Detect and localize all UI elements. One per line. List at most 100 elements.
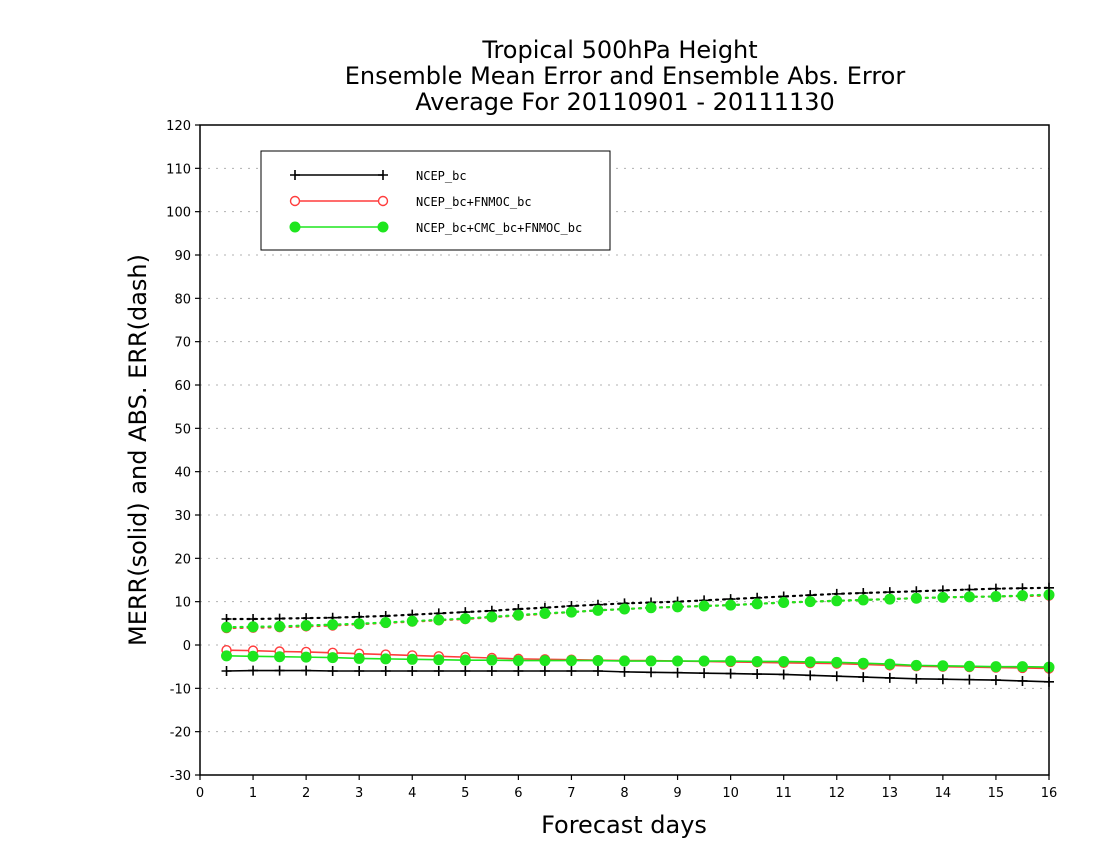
series-0-merr-point-29 — [990, 675, 1001, 686]
series-2-abserr-point-16 — [645, 602, 657, 614]
series-0-abserr-line — [225, 586, 1051, 621]
series-2-merr-point-20 — [751, 655, 763, 667]
series-0-merr-point-16 — [646, 667, 657, 678]
y-tick-label-15: 120 — [166, 119, 191, 134]
y-tick-label-1: -20 — [170, 726, 191, 741]
series-2-abserr-point-6 — [380, 616, 392, 628]
legend-label-1: NCEP_bc+FNMOC_bc — [416, 195, 532, 209]
y-tick-label-8: 50 — [174, 422, 191, 437]
series-2-abserr-point-8 — [433, 614, 445, 626]
series-2-merr-point-18 — [698, 655, 710, 667]
y-tick-label-6: 30 — [174, 509, 191, 524]
title-line-3: Average For 20110901 - 20111130 — [415, 88, 835, 116]
legend-marker-start-2 — [289, 221, 301, 233]
y-tick-label-4: 10 — [174, 596, 191, 611]
series-2-abserr-point-3 — [300, 620, 312, 631]
y-axis: -30 -20 -10 0 10 20 30 40 50 60 70 80 90 100 110 120 — [166, 119, 200, 784]
series-2-merr-point-4 — [327, 652, 339, 664]
y-axis-label: MERR(solid) and ABS. ERR(dash) — [124, 254, 152, 646]
series-2-merr-point-11 — [512, 655, 524, 667]
x-tick-label-8: 8 — [620, 786, 628, 801]
series-0-merr-point-5 — [354, 666, 365, 676]
series-2-abserr-point-15 — [619, 603, 630, 615]
x-tick-label-0: 0 — [196, 786, 204, 801]
series-0-merr-point-9 — [460, 666, 471, 676]
series-2-abserr-point-1 — [247, 621, 259, 633]
legend-item-0: NCEP_bc — [290, 169, 467, 183]
series-0-merr-point-27 — [937, 674, 948, 685]
x-axis-label: Forecast days — [541, 811, 707, 839]
x-tick-label-14: 14 — [935, 786, 952, 801]
series-2-abserr-point-11 — [512, 609, 524, 621]
series-2-merr-point-24 — [857, 657, 869, 669]
series-2-abserr-point-10 — [486, 611, 498, 623]
series-2-merr-point-28 — [963, 660, 975, 672]
legend-label-2: NCEP_bc+CMC_bc+FNMOC_bc — [416, 221, 582, 235]
series-0-merr-point-24 — [858, 672, 869, 683]
x-tick-label-2: 2 — [302, 786, 310, 801]
series-2-merr-point-3 — [300, 651, 312, 663]
title-line-2: Ensemble Mean Error and Ensemble Abs. Er… — [345, 62, 906, 90]
series-2-abserr-point-23 — [831, 595, 843, 607]
x-tick-label-16: 16 — [1041, 786, 1058, 801]
series-0-merr-point-18 — [699, 668, 710, 679]
series-2-merr-point-21 — [778, 655, 790, 667]
series-0-merr-point-0 — [221, 666, 232, 676]
legend: NCEP_bc NCEP_bc+FNMOC_bc NCEP_bc+CMC_bc+FN… — [260, 150, 611, 251]
legend-item-2: NCEP_bc+CMC_bc+FNMOC_bc — [289, 221, 582, 235]
y-tick-label-11: 80 — [174, 292, 191, 307]
series-2-merr-point-23 — [831, 656, 843, 668]
x-tick-label-12: 12 — [828, 786, 845, 801]
x-tick-label-1: 1 — [249, 786, 257, 801]
x-axis: 0 1 2 3 4 5 6 7 8 9 10 11 12 13 14 15 16 — [196, 775, 1057, 801]
legend-marker-start-0 — [290, 170, 300, 180]
y-tick-label-10: 70 — [174, 336, 191, 351]
series-2-abserr-point-13 — [565, 606, 577, 618]
series-0-merr-point-11 — [513, 666, 524, 676]
chart-title: Tropical 500hPa Height Ensemble Mean Err… — [345, 36, 906, 116]
series-0-merr-point-14 — [592, 666, 603, 676]
series-2-merr-point-10 — [486, 654, 498, 666]
x-tick-label-10: 10 — [722, 786, 739, 801]
series-2-abserr-point-25 — [884, 593, 896, 605]
x-tick-label-15: 15 — [988, 786, 1005, 801]
series-2-merr-point-8 — [433, 654, 445, 666]
y-tick-label-12: 90 — [174, 249, 191, 264]
series-2-abserr-point-9 — [459, 613, 471, 625]
y-tick-label-2: -10 — [170, 682, 191, 697]
series-2-abserr-point-4 — [327, 619, 339, 631]
series-2-merr-point-14 — [592, 655, 604, 667]
series-2-abserr-line — [225, 593, 1051, 629]
series-2-merr-line — [226, 655, 1050, 668]
series-2-merr-point-19 — [725, 655, 737, 667]
series-2-merr-point-13 — [565, 655, 577, 667]
x-tick-label-11: 11 — [775, 786, 792, 801]
series-2-abserr-point-21 — [778, 597, 790, 609]
series-2-merr-point-7 — [406, 653, 418, 665]
series-0-merr-point-10 — [486, 666, 497, 676]
series-0 — [221, 582, 1054, 687]
series-0-merr-point-13 — [566, 666, 577, 676]
gridlines — [200, 167, 1049, 733]
legend-marker-start-1 — [289, 195, 301, 207]
series-0-merr-point-8 — [433, 666, 444, 676]
series-2-abserr-point-29 — [990, 590, 1002, 602]
series-2-abserr-point-27 — [937, 591, 949, 603]
series-2-merr-point-1 — [247, 650, 259, 662]
series-0-merr-point-12 — [539, 666, 550, 676]
legend-marker-end-1 — [377, 195, 389, 207]
series-2-abserr-point-5 — [353, 618, 365, 630]
series-2-abserr-point-20 — [751, 598, 763, 610]
series-0-merr-point-2 — [274, 665, 285, 676]
legend-item-1: NCEP_bc+FNMOC_bc — [289, 195, 532, 209]
series-2-abserr-point-2 — [274, 620, 286, 632]
x-tick-label-3: 3 — [355, 786, 363, 801]
series-0-merr-point-21 — [778, 669, 789, 680]
series-0-merr-point-23 — [831, 671, 842, 682]
series-0-merr-point-7 — [407, 666, 418, 676]
series-2-abserr-point-30 — [1016, 590, 1028, 602]
series-2-merr-point-5 — [353, 652, 365, 664]
y-tick-label-7: 40 — [174, 466, 191, 481]
series-2-abserr-point-24 — [857, 594, 869, 606]
